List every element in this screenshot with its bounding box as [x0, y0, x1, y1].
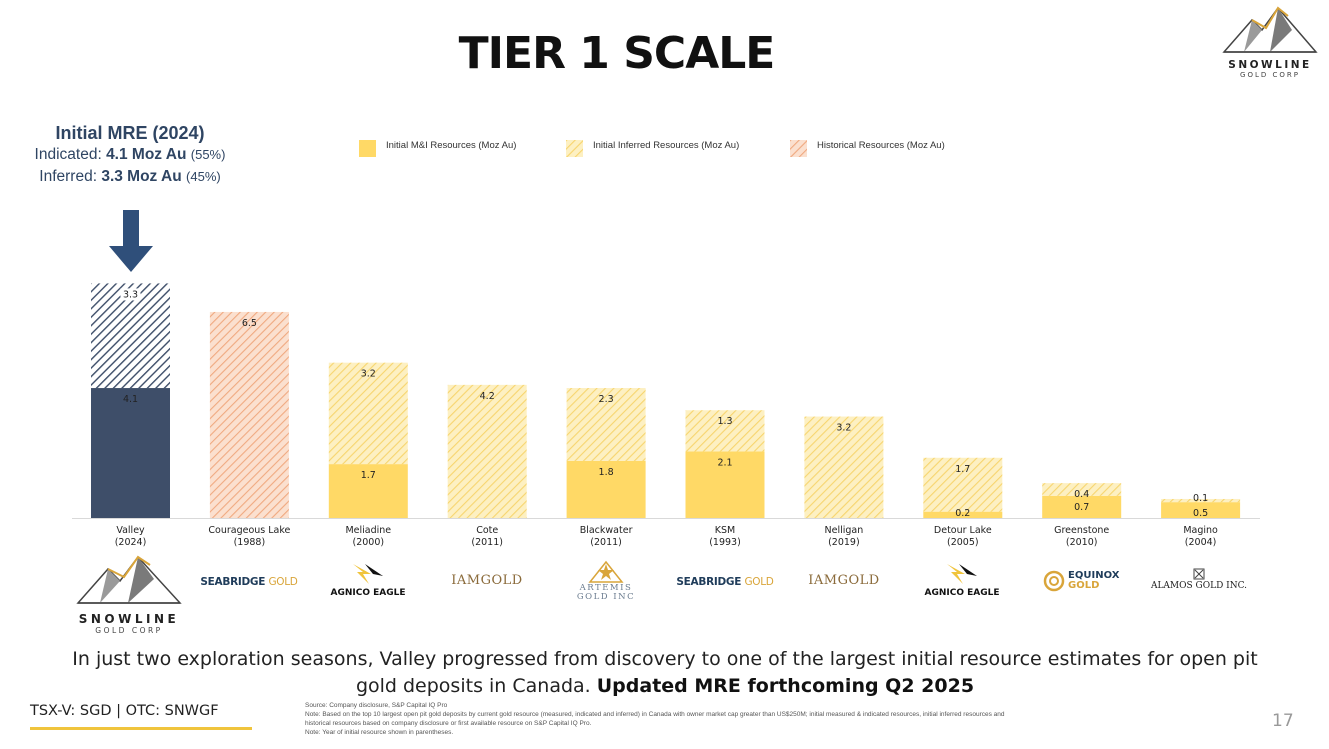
bar-label-inferred-2: 3.2 — [361, 369, 376, 380]
bar-mi-8 — [1042, 495, 1122, 518]
bar-label-mi-5: 2.1 — [717, 457, 732, 468]
bar-mi-2 — [328, 464, 408, 518]
footnote: Source: Company disclosure, S&P Capital … — [305, 702, 1005, 736]
bar-label-bg-0 — [120, 288, 141, 301]
bar-label-mi-2: 1.7 — [361, 470, 376, 481]
category-label-2-1: (2000) — [353, 537, 385, 548]
bar-label-mi-8: 0.7 — [1074, 502, 1089, 513]
bar-inferred-0 — [91, 283, 170, 389]
category-label-8-1: (2010) — [1066, 537, 1098, 548]
category-label-9-1: (2004) — [1185, 537, 1217, 548]
mre-inferred: Inferred: 3.3 Moz Au (45%) — [39, 168, 221, 185]
legend-historical: Historical Resources (Moz Au) — [790, 140, 990, 157]
mre-heading: Initial MRE (2024) — [55, 123, 205, 143]
category-label-5-0: KSM — [715, 525, 735, 536]
category-label-0-1: (2024) — [115, 537, 147, 548]
category-label-7-1: (2005) — [947, 537, 979, 548]
legend-swatch-inferred — [566, 140, 583, 157]
bar-mi-7 — [923, 511, 1003, 518]
bar-inferred-4 — [566, 388, 646, 461]
summary-text: In just two exploration seasons, Valley … — [72, 648, 1258, 697]
category-label-9-0: Magino — [1183, 525, 1218, 536]
mre-indicated: Indicated: 4.1 Moz Au (55%) — [34, 146, 226, 163]
bar-inferred-2 — [328, 362, 408, 465]
mre-callout: Initial MRE (2024) Indicated: 4.1 Moz Au… — [0, 122, 260, 188]
bar-label-mi-4: 1.8 — [599, 467, 614, 478]
category-label-1-0: Courageous Lake — [208, 525, 290, 536]
eagle-icon — [947, 564, 977, 584]
logo-iamgold: IAMGOLD — [451, 573, 523, 588]
bar-inferred-8 — [1042, 483, 1122, 496]
bar-label-inferred-7: 1.7 — [955, 464, 970, 475]
legend-inferred: Initial Inferred Resources (Moz Au) — [566, 140, 776, 157]
bar-label-inferred-0: 3.3 — [123, 289, 138, 300]
legend-mi: Initial M&I Resources (Moz Au) — [359, 140, 529, 157]
logo-sub: GOLD CORP — [1240, 71, 1300, 79]
category-label-7-0: Detour Lake — [934, 525, 992, 536]
logo-alamos: ALAMOS GOLD INC. — [1140, 568, 1258, 591]
bar-label-mi-0: 4.1 — [123, 394, 138, 405]
page-number: 17 — [1272, 711, 1294, 731]
bar-inferred-7 — [923, 457, 1003, 512]
category-label-6-0: Nelligan — [825, 525, 864, 536]
logo-agnico-eagle: AGNICO EAGLE — [309, 562, 427, 598]
category-label-3-1: (2011) — [471, 537, 503, 548]
bar-chart: 4.1 3.3 Valley(2024) 6.5 Courageous Lake(198… — [72, 283, 1260, 548]
category-label-6-1: (2019) — [828, 537, 860, 548]
bar-inferred-5 — [685, 410, 765, 452]
bar-label-historical-1: 6.5 — [242, 318, 257, 329]
bar-mi-4 — [566, 460, 646, 518]
category-label-4-0: Blackwater — [580, 525, 633, 536]
bar-label-inferred-3: 4.2 — [480, 391, 495, 402]
logo-sub: GOLD CORP — [95, 626, 163, 635]
ticker-underline — [30, 727, 252, 730]
bar-inferred-3 — [447, 384, 527, 518]
logo-agnico-eagle-2: AGNICO EAGLE — [903, 562, 1021, 598]
bar-label-inferred-6: 3.2 — [836, 423, 851, 434]
star-icon — [588, 560, 624, 583]
logo-seabridge: SEABRIDGE GOLD — [200, 576, 298, 588]
bar-mi-0 — [91, 388, 170, 518]
eagle-icon — [353, 564, 383, 584]
bar-label-inferred-8: 0.4 — [1074, 489, 1089, 500]
category-label-3-0: Cote — [476, 525, 498, 536]
bar-inferred-6 — [804, 416, 884, 518]
bar-label-inferred-9: 0.1 — [1193, 493, 1208, 504]
category-label-2-0: Meliadine — [345, 525, 391, 536]
page-title: TIER 1 SCALE — [458, 28, 776, 79]
equinox-rings-icon — [1043, 570, 1064, 592]
logo-iamgold-2: IAMGOLD — [808, 573, 880, 588]
category-label-4-1: (2011) — [590, 537, 622, 548]
logo-artemis: ARTEMIS GOLD INC — [547, 560, 665, 602]
bar-label-mi-7: 0.2 — [955, 508, 970, 519]
category-label-0-0: Valley — [116, 525, 145, 536]
alamos-crest-icon — [1193, 568, 1205, 580]
mountain-logo-icon — [76, 555, 182, 604]
snowline-logo: SNOWLINE GOLD CORP — [70, 555, 188, 635]
bar-inferred-9 — [1161, 498, 1241, 503]
bar-historical-1 — [209, 311, 289, 518]
ticker: TSX-V: SGD | OTC: SNWGF — [30, 703, 219, 719]
category-label-5-1: (1993) — [709, 537, 741, 548]
bar-mi-5 — [685, 451, 765, 518]
bar-label-inferred-4: 2.3 — [599, 394, 614, 405]
logo-brand: SNOWLINE — [1228, 59, 1312, 71]
logo-equinox: EQUINOX GOLD — [1022, 570, 1140, 592]
legend-swatch-mi — [359, 140, 376, 157]
legend-swatch-historical — [790, 140, 807, 157]
company-logo: SNOWLINE GOLD CORP — [1222, 6, 1318, 86]
mountain-logo-icon — [1222, 6, 1318, 53]
bar-mi-9 — [1161, 502, 1241, 518]
category-label-1-1: (1988) — [234, 537, 266, 548]
bar-label-inferred-5: 1.3 — [717, 416, 732, 427]
logo-brand: SNOWLINE — [78, 612, 180, 626]
category-label-8-0: Greenstone — [1054, 525, 1109, 536]
down-arrow-icon — [109, 210, 153, 272]
bar-label-mi-9: 0.5 — [1193, 508, 1208, 519]
logo-seabridge-2: SEABRIDGE GOLD — [676, 576, 774, 588]
